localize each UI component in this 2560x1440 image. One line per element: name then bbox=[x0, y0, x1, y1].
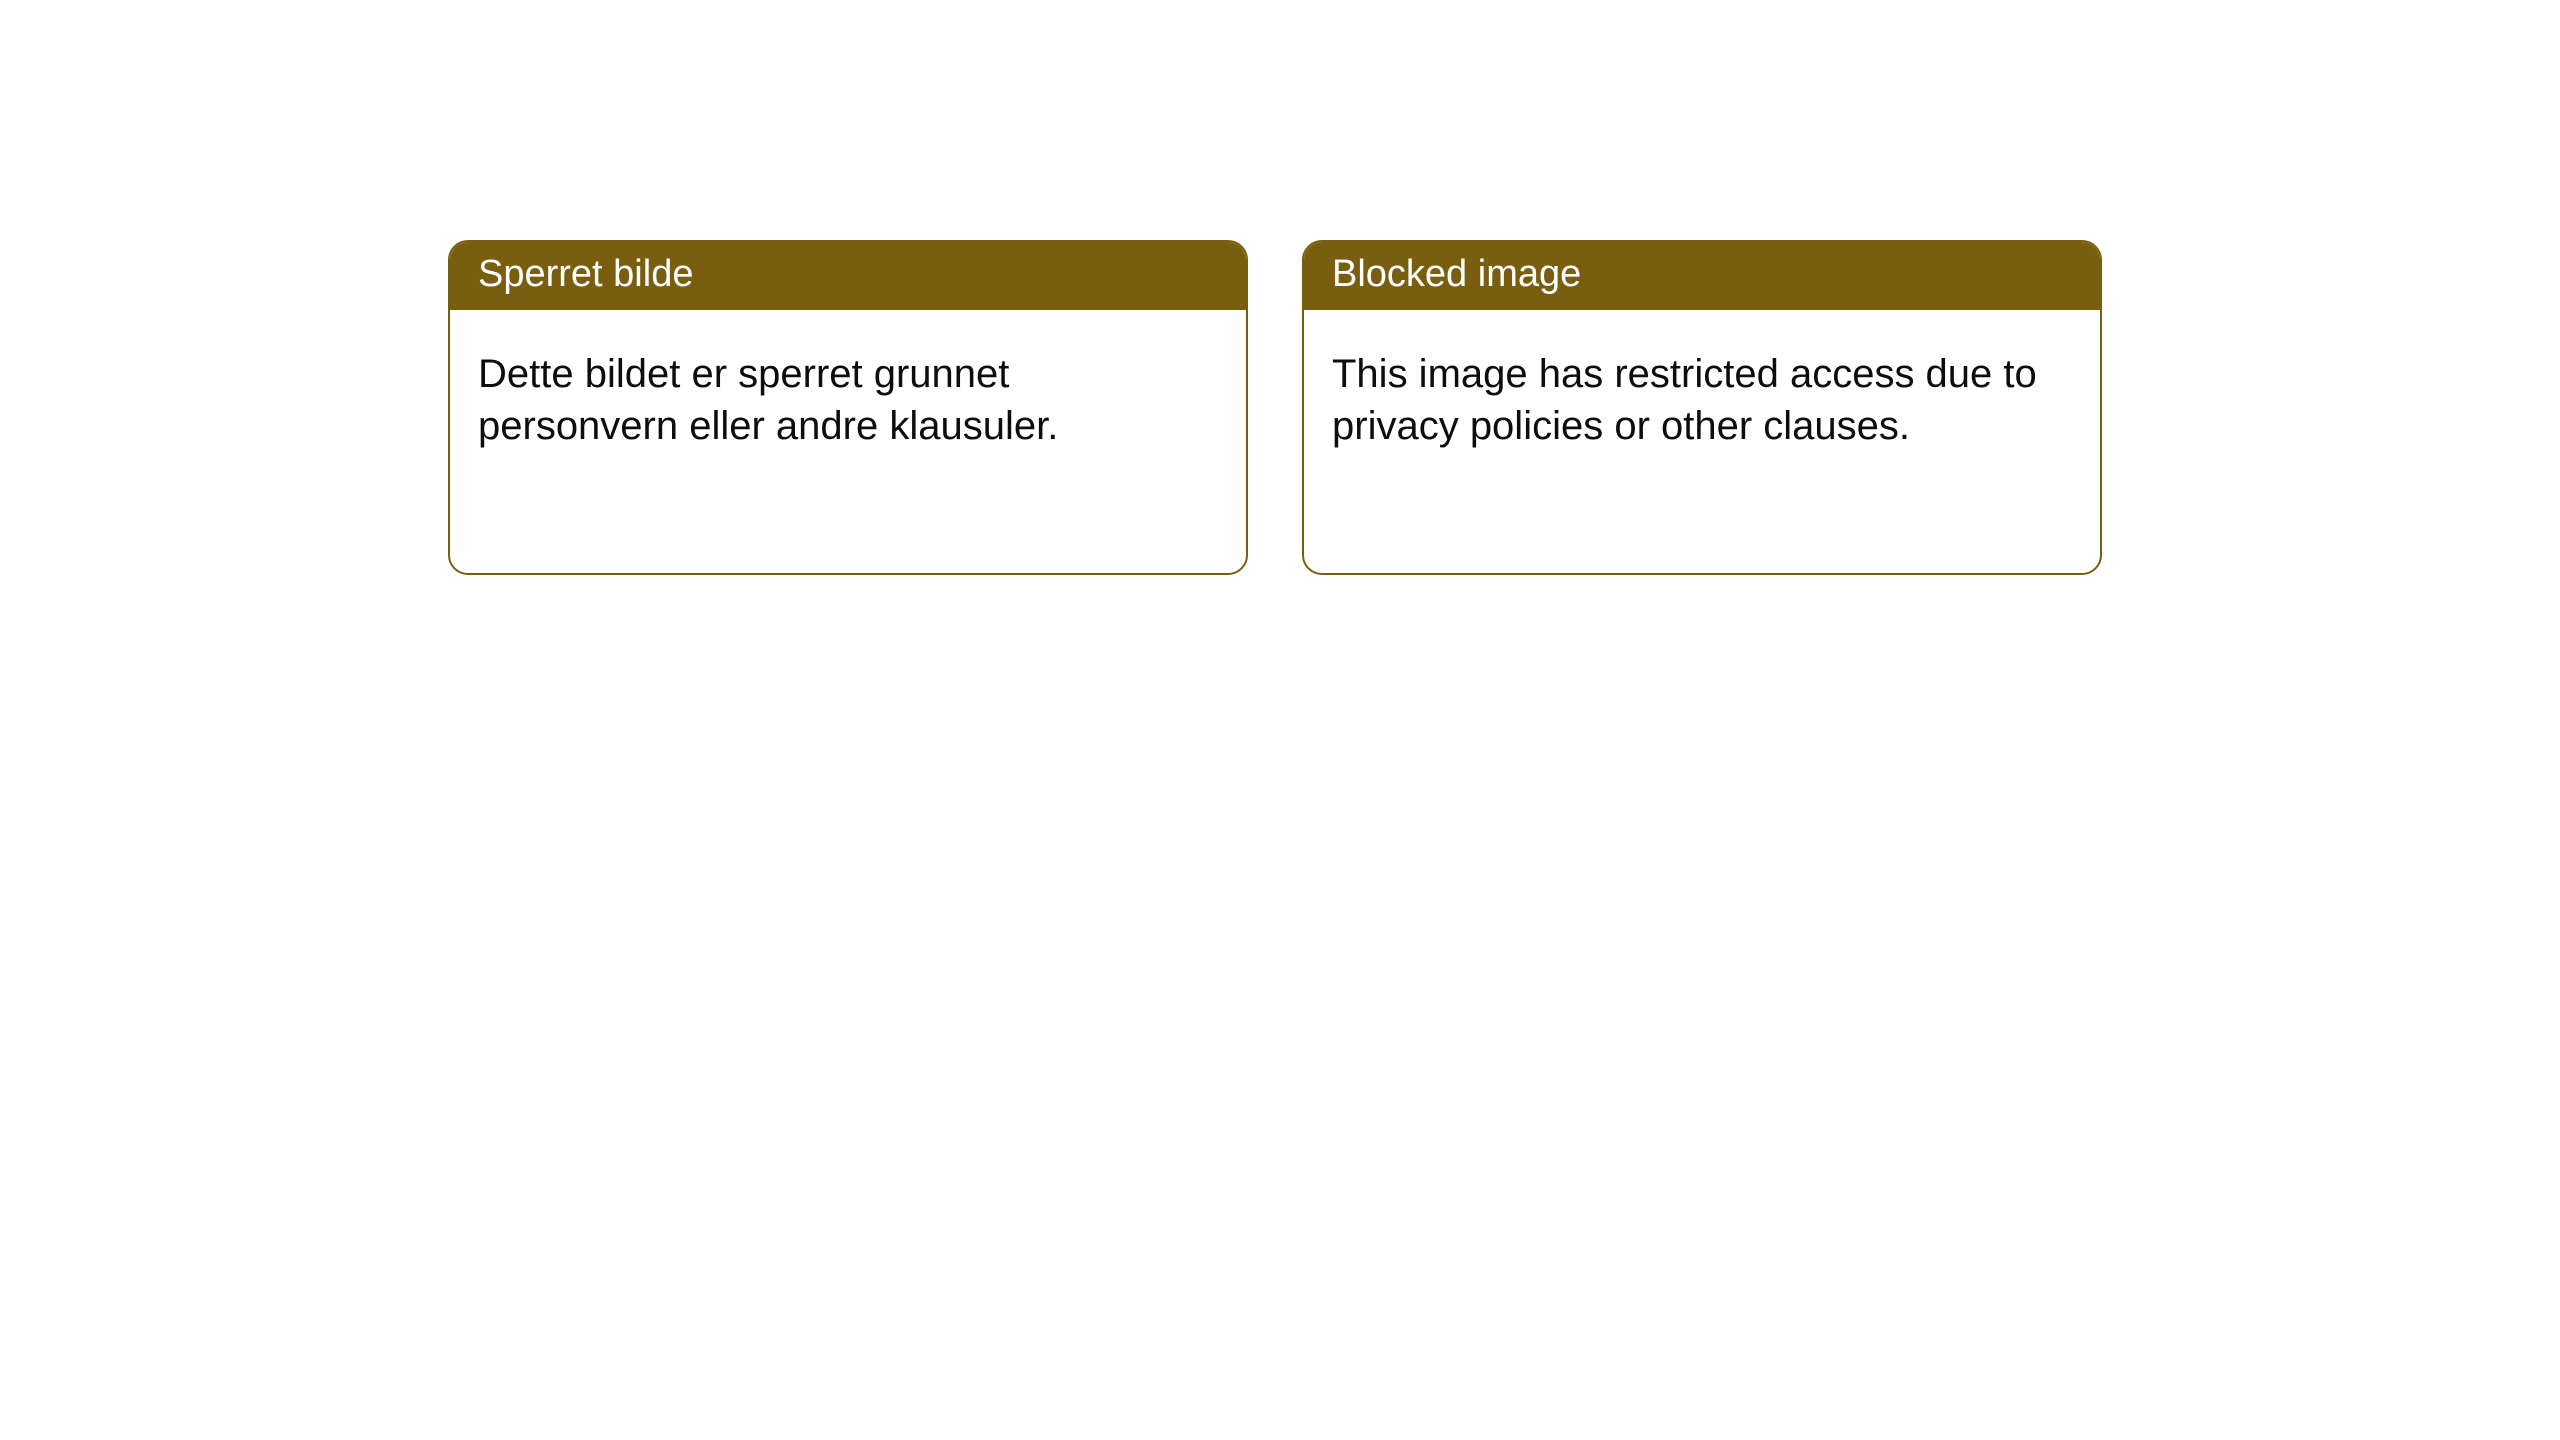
card-body-en: This image has restricted access due to … bbox=[1304, 310, 2100, 482]
blocked-image-card-no: Sperret bilde Dette bildet er sperret gr… bbox=[448, 240, 1248, 575]
card-title-en: Blocked image bbox=[1304, 242, 2100, 310]
blocked-image-card-en: Blocked image This image has restricted … bbox=[1302, 240, 2102, 575]
card-title-no: Sperret bilde bbox=[450, 242, 1246, 310]
card-body-no: Dette bildet er sperret grunnet personve… bbox=[450, 310, 1246, 482]
notice-cards-row: Sperret bilde Dette bildet er sperret gr… bbox=[0, 0, 2560, 575]
